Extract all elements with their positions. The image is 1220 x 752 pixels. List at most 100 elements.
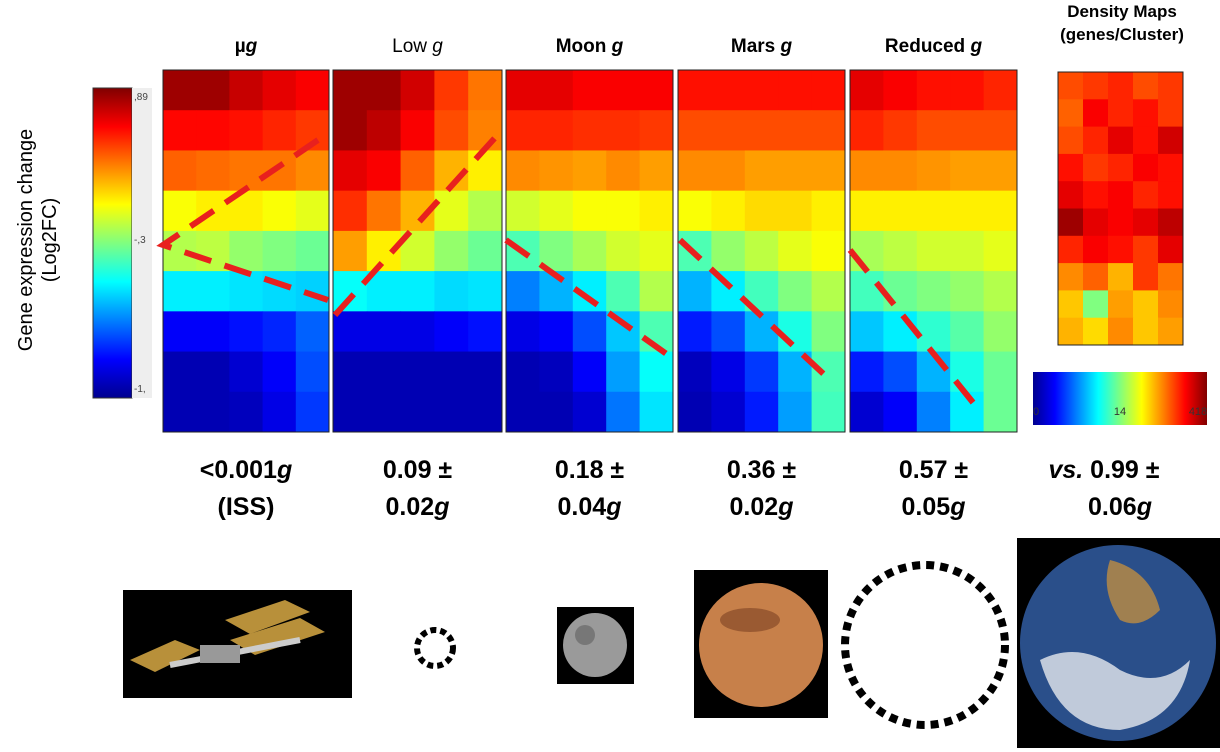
heatmap-cell bbox=[1158, 263, 1184, 291]
heatmap-cell bbox=[883, 271, 917, 312]
heatmap-cell bbox=[1083, 236, 1109, 264]
heatmap-cell bbox=[296, 191, 330, 232]
heatmap-cell bbox=[263, 311, 297, 352]
heatmap-cell bbox=[1083, 181, 1109, 209]
heatmap-cell bbox=[1083, 209, 1109, 237]
y-axis-label: (Log2FC) bbox=[39, 198, 61, 282]
heatmap-cell bbox=[263, 191, 297, 232]
heatmap-cell bbox=[196, 392, 230, 433]
heatmap-cell bbox=[573, 70, 607, 111]
heatmap-cell bbox=[606, 150, 640, 191]
heatmap-cell bbox=[850, 150, 884, 191]
heatmap-cell bbox=[640, 191, 674, 232]
text-segment: Mars bbox=[731, 36, 781, 57]
heatmap-cell bbox=[1158, 290, 1184, 318]
heatmap-cell bbox=[640, 231, 674, 272]
gravity-label: 0.04g bbox=[558, 493, 622, 521]
heatmap-cell bbox=[812, 392, 846, 433]
gravity-label: 0.06g bbox=[1088, 493, 1152, 521]
panel-title: µg bbox=[235, 36, 258, 57]
heatmap-cell bbox=[401, 392, 435, 433]
text-segment: 0.04 bbox=[558, 493, 607, 521]
heatmap-cell bbox=[163, 70, 197, 111]
heatmap-cell bbox=[1083, 127, 1109, 155]
panel-title: Moon g bbox=[556, 36, 624, 57]
density-colorbar-label: 418 bbox=[1189, 406, 1207, 418]
heatmap-cell bbox=[917, 271, 951, 312]
text-segment: g bbox=[433, 493, 449, 521]
heatmap-cell bbox=[263, 110, 297, 151]
heatmap-cell bbox=[163, 352, 197, 393]
heatmap-cell bbox=[1083, 290, 1109, 318]
heatmap-cell bbox=[711, 231, 745, 272]
heatmap-cell bbox=[678, 70, 712, 111]
heatmap-cell bbox=[1058, 236, 1084, 264]
heatmap-cell bbox=[506, 352, 540, 393]
page-body: {"y_axis_label": ["Gene expression chang… bbox=[0, 0, 1220, 752]
heatmap-cell bbox=[883, 352, 917, 393]
heatmap-cell bbox=[950, 311, 984, 352]
heatmap-cell bbox=[950, 231, 984, 272]
text-segment: 0.06 bbox=[1088, 493, 1137, 521]
heatmap-cell bbox=[678, 271, 712, 312]
heatmap-cell bbox=[1133, 290, 1159, 318]
heatmap-cell bbox=[1058, 263, 1084, 291]
heatmap-cell bbox=[367, 110, 401, 151]
heatmap-cell bbox=[1108, 236, 1134, 264]
heatmap-cell bbox=[917, 392, 951, 433]
heatmap-cell bbox=[196, 352, 230, 393]
heatmap-cell bbox=[950, 191, 984, 232]
heatmap-cell bbox=[539, 352, 573, 393]
text-segment: µ bbox=[235, 36, 246, 57]
heatmap-cell bbox=[883, 191, 917, 232]
heatmap-cell bbox=[1058, 290, 1084, 318]
heatmap-cell bbox=[850, 191, 884, 232]
heatmap-cell bbox=[1108, 127, 1134, 155]
heatmap-cell bbox=[539, 150, 573, 191]
iss-image bbox=[123, 590, 352, 698]
heatmap-cell bbox=[401, 70, 435, 111]
heatmap-cell bbox=[434, 311, 468, 352]
heatmap-cell bbox=[229, 311, 263, 352]
text-segment: (ISS) bbox=[218, 493, 275, 521]
heatmap-cell bbox=[778, 271, 812, 312]
heatmap-cell bbox=[745, 311, 779, 352]
heatmap-cell bbox=[1158, 181, 1184, 209]
heatmap-cell bbox=[367, 191, 401, 232]
heatmap-cell bbox=[917, 70, 951, 111]
heatmap-cell bbox=[950, 271, 984, 312]
heatmap-cell bbox=[850, 110, 884, 151]
heatmap-cell bbox=[1158, 127, 1184, 155]
heatmap-cell bbox=[812, 191, 846, 232]
heatmap-cell bbox=[1058, 127, 1084, 155]
heatmap-cell bbox=[640, 150, 674, 191]
text-segment: g bbox=[245, 36, 258, 57]
heatmap-cell bbox=[917, 110, 951, 151]
text-segment: g bbox=[777, 493, 793, 521]
heatmap-cell bbox=[678, 352, 712, 393]
heatmap-cell bbox=[506, 150, 540, 191]
heatmap-cell bbox=[434, 392, 468, 433]
heatmap-cell bbox=[434, 271, 468, 312]
heatmap-cell bbox=[506, 70, 540, 111]
heatmap-cell bbox=[506, 392, 540, 433]
density-colorbar-label: 0 bbox=[1033, 406, 1039, 418]
heatmap-cell bbox=[606, 70, 640, 111]
heatmap-cell bbox=[573, 352, 607, 393]
heatmap-cell bbox=[984, 191, 1018, 232]
heatmap-cell bbox=[850, 70, 884, 111]
heatmap-cell bbox=[401, 352, 435, 393]
heatmap-cell bbox=[1108, 209, 1134, 237]
text-segment: 0.02 bbox=[730, 493, 779, 521]
heatmap-cell bbox=[812, 231, 846, 272]
heatmap-cell bbox=[1133, 154, 1159, 182]
figure: µg<0.001g(ISS)Low g0.09 ±0.02gMoon g0.18… bbox=[0, 0, 1220, 752]
heatmap-cell bbox=[778, 311, 812, 352]
heatmap-cell bbox=[1158, 154, 1184, 182]
heatmap-cell bbox=[1058, 181, 1084, 209]
heatmap-cell bbox=[163, 311, 197, 352]
heatmap-cell bbox=[573, 392, 607, 433]
heatmap-cell bbox=[468, 191, 502, 232]
heatmap-cell bbox=[296, 231, 330, 272]
heatmap-cell bbox=[539, 191, 573, 232]
